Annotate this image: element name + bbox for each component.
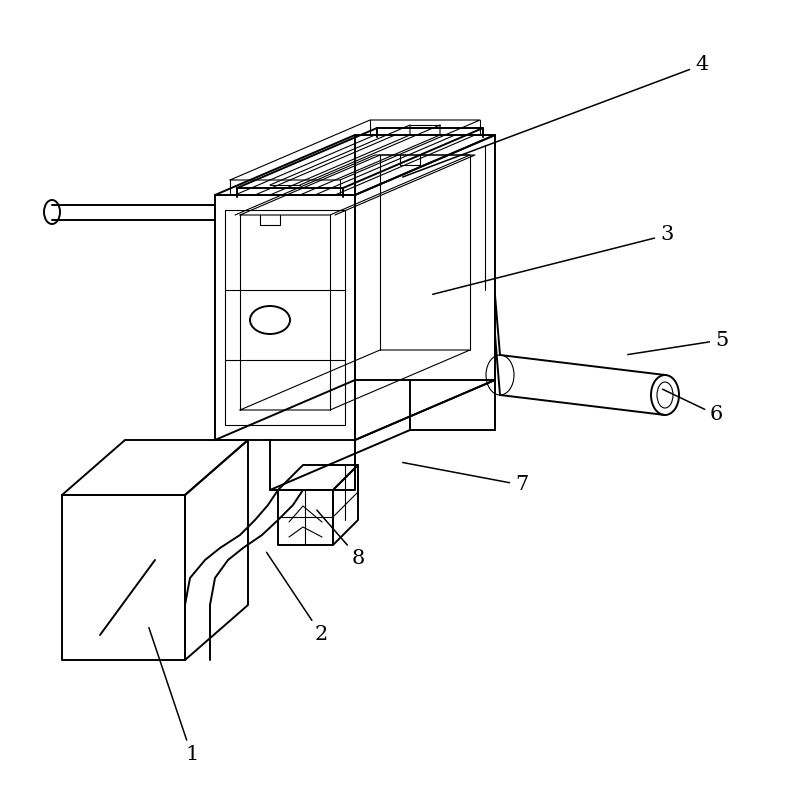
Text: 1: 1 <box>149 628 198 765</box>
Text: 6: 6 <box>662 389 723 425</box>
Text: 4: 4 <box>402 56 708 177</box>
Text: 5: 5 <box>628 330 728 355</box>
Text: 7: 7 <box>402 463 528 495</box>
Text: 2: 2 <box>266 552 328 645</box>
Text: 8: 8 <box>317 510 366 567</box>
Text: 3: 3 <box>433 226 674 294</box>
